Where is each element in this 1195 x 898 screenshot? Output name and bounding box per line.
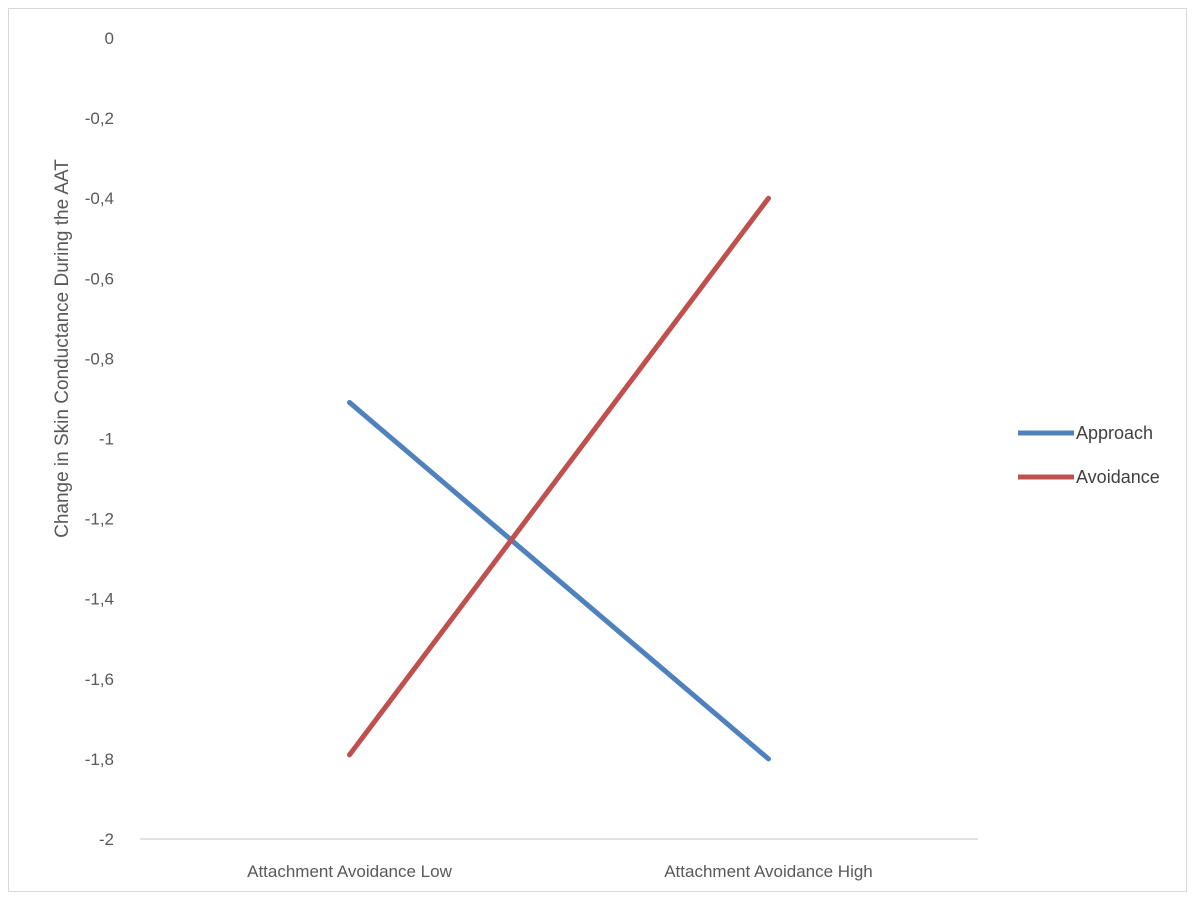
- y-tick-label: -0,4: [85, 189, 114, 208]
- y-axis-ticks: 0 -0,2 -0,4 -0,6 -0,8 -1 -1,2 -1,4 -1,6 -1,8 -2: [85, 29, 114, 849]
- chart-frame: [8, 8, 1187, 892]
- y-tick-label: -1: [99, 430, 114, 449]
- x-axis-ticks: Attachment Avoidance Low Attachment Avoid…: [247, 862, 873, 881]
- y-tick-label: -1,4: [85, 590, 114, 609]
- y-tick-label: -1,6: [85, 670, 114, 689]
- y-tick-label: -0,6: [85, 269, 114, 288]
- y-tick-label: -2: [99, 830, 114, 849]
- series-line-approach: [347, 399, 771, 762]
- x-tick-label: Attachment Avoidance High: [664, 862, 873, 881]
- y-tick-label: 0: [105, 29, 114, 48]
- legend-label-avoidance: Avoidance: [1076, 467, 1160, 487]
- legend-label-approach: Approach: [1076, 423, 1153, 443]
- legend: Approach Avoidance: [1018, 423, 1160, 487]
- y-tick-label: -0,2: [85, 109, 114, 128]
- y-tick-label: -1,2: [85, 510, 114, 529]
- y-tick-label: -1,8: [85, 750, 114, 769]
- series-line-avoidance: [347, 195, 771, 758]
- x-tick-label: Attachment Avoidance Low: [247, 862, 452, 881]
- series-lines: [347, 195, 771, 762]
- y-tick-label: -0,8: [85, 349, 114, 368]
- y-axis-title: Change in Skin Conductance During the AA…: [52, 159, 73, 538]
